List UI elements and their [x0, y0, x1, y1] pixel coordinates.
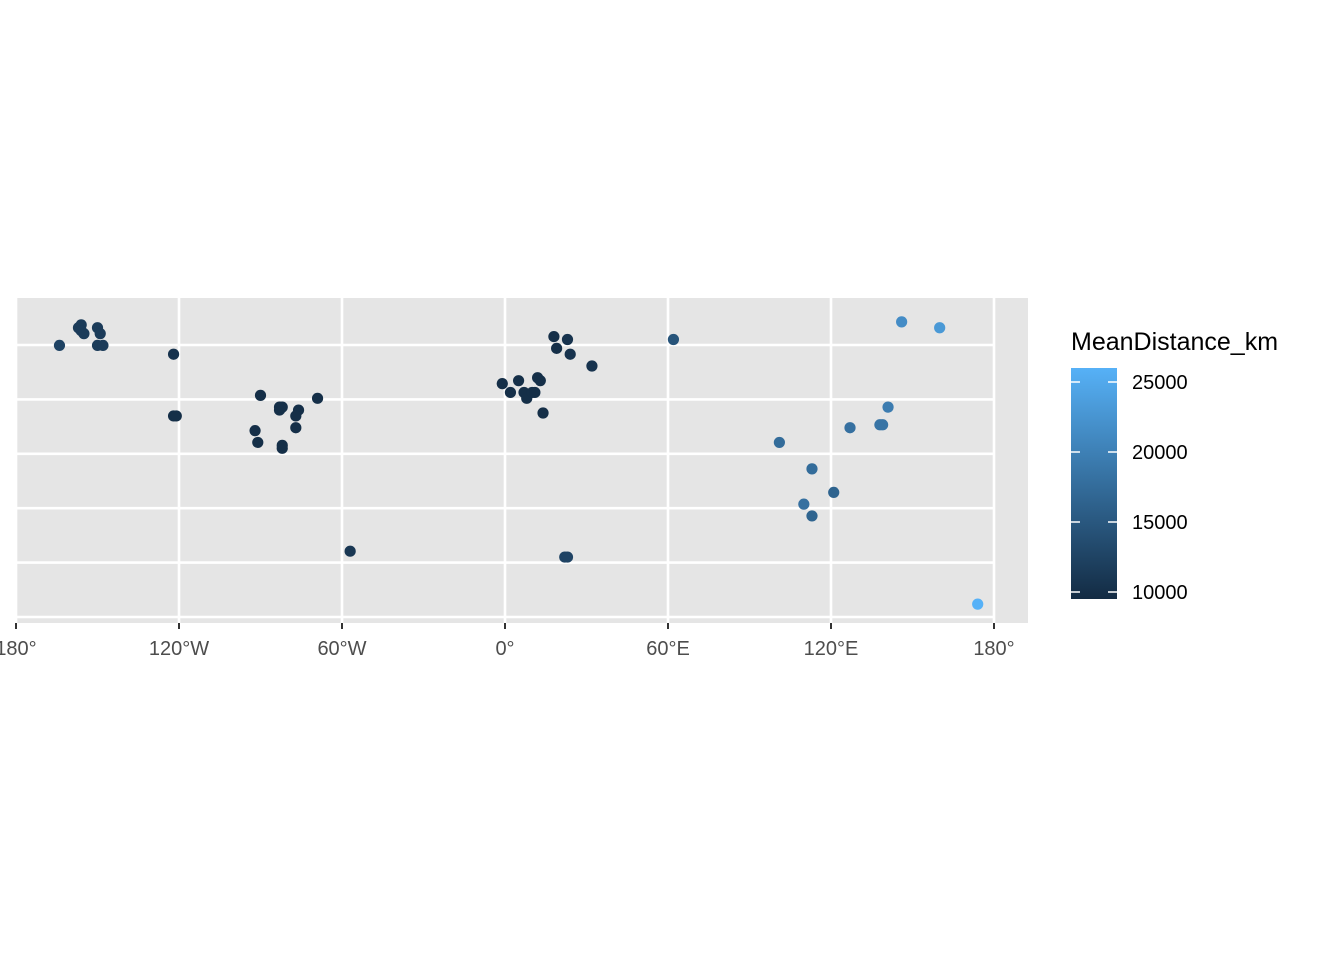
x-axis: 180° 120°W 60°W 0° 60°E 120°E 180°: [0, 623, 1015, 660]
panel-background: [16, 298, 1028, 623]
data-point: [97, 339, 109, 351]
data-point: [564, 348, 576, 360]
legend-tick-label: 15000: [1132, 512, 1188, 534]
data-point: [586, 360, 598, 372]
legend-tick-label: 10000: [1132, 582, 1188, 604]
legend-title: MeanDistance_km: [1071, 328, 1278, 356]
data-point: [344, 545, 356, 557]
data-point: [249, 425, 261, 437]
data-point: [551, 342, 563, 354]
x-tick-label: 180°: [0, 638, 37, 660]
x-tick-label: 60°E: [646, 638, 690, 660]
y-gridlines: [16, 343, 994, 619]
x-gridlines: [14, 298, 996, 623]
legend-colorbar: [1071, 368, 1117, 599]
data-point: [806, 463, 818, 475]
data-point: [170, 410, 182, 422]
data-point: [537, 407, 549, 419]
data-point: [167, 348, 180, 360]
data-point: [844, 422, 856, 434]
data-point: [561, 551, 574, 563]
data-point: [877, 419, 889, 431]
data-point: [290, 410, 302, 422]
data-point: [667, 333, 680, 346]
x-tick-label: 180°: [973, 638, 1014, 660]
legend-tick-label: 20000: [1132, 442, 1188, 464]
data-points: [53, 316, 984, 610]
data-point: [806, 510, 818, 522]
data-point: [561, 333, 574, 346]
data-point: [290, 422, 302, 434]
data-point: [896, 316, 908, 328]
data-point: [496, 378, 508, 390]
data-point: [529, 386, 541, 399]
data-point: [276, 439, 288, 451]
x-tick-label: 120°W: [149, 638, 209, 660]
data-point: [276, 401, 288, 413]
data-point: [311, 392, 324, 404]
data-point: [78, 328, 90, 340]
data-point: [773, 436, 785, 449]
data-point: [548, 330, 560, 343]
color-legend: MeanDistance_km 10000 15000 20000 25000: [1071, 328, 1278, 604]
data-point: [94, 328, 106, 340]
data-point: [504, 386, 517, 399]
data-point: [972, 598, 984, 610]
x-tick-label: 60°W: [317, 638, 366, 660]
data-point: [252, 436, 264, 449]
data-point: [798, 498, 810, 510]
x-tick-label: 120°E: [804, 638, 859, 660]
data-point: [53, 339, 66, 351]
x-tick-label: 0°: [495, 638, 514, 660]
data-point: [934, 322, 946, 334]
data-point: [534, 375, 546, 387]
legend-tick-label: 25000: [1132, 372, 1188, 394]
data-point: [828, 486, 840, 498]
legend-ticks: 10000 15000 20000 25000: [1071, 372, 1188, 604]
data-point: [254, 389, 267, 401]
data-point: [512, 375, 525, 387]
data-point: [882, 401, 894, 413]
